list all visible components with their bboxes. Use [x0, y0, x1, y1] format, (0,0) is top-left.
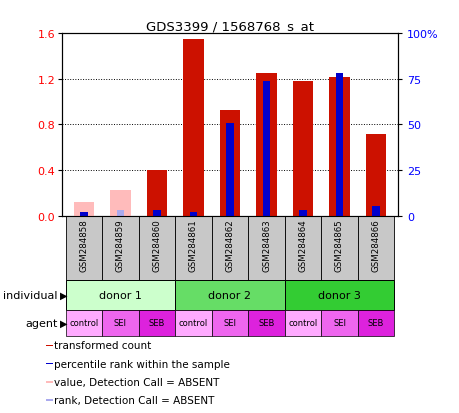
Bar — [117, 211, 124, 216]
Bar — [248, 310, 284, 337]
Bar — [292, 82, 313, 216]
Text: rank, Detection Call = ABSENT: rank, Detection Call = ABSENT — [54, 395, 214, 405]
Bar — [175, 216, 211, 280]
Text: GSM284862: GSM284862 — [225, 219, 234, 272]
Bar — [320, 310, 357, 337]
Text: GSM284858: GSM284858 — [79, 219, 88, 272]
Bar — [66, 216, 102, 280]
Bar — [102, 216, 139, 280]
Bar — [299, 211, 306, 216]
Text: GSM284866: GSM284866 — [371, 219, 380, 272]
Bar — [263, 81, 269, 216]
Bar — [175, 280, 284, 310]
Text: GSM284865: GSM284865 — [334, 219, 343, 272]
Bar — [139, 310, 175, 337]
Title: GDS3399 / 1568768_s_at: GDS3399 / 1568768_s_at — [146, 20, 313, 33]
Bar — [256, 74, 276, 216]
Bar — [46, 399, 53, 401]
Bar — [183, 40, 203, 216]
Text: SEB: SEB — [149, 319, 165, 328]
Bar — [211, 310, 248, 337]
Text: donor 1: donor 1 — [99, 290, 142, 300]
Text: ▶: ▶ — [60, 290, 67, 300]
Text: GSM284863: GSM284863 — [262, 219, 270, 272]
Bar — [175, 310, 211, 337]
Text: transformed count: transformed count — [54, 341, 151, 351]
Text: individual: individual — [3, 290, 57, 300]
Bar — [46, 381, 53, 383]
Text: SEI: SEI — [332, 319, 345, 328]
Text: control: control — [69, 319, 98, 328]
Bar — [284, 280, 393, 310]
Bar — [153, 211, 160, 216]
Text: percentile rank within the sample: percentile rank within the sample — [54, 359, 230, 369]
Text: SEB: SEB — [258, 319, 274, 328]
Bar — [335, 74, 342, 216]
Text: GSM284864: GSM284864 — [298, 219, 307, 272]
Text: GSM284860: GSM284860 — [152, 219, 161, 272]
Bar — [211, 216, 248, 280]
Bar — [66, 310, 102, 337]
Bar — [226, 123, 233, 216]
Bar — [66, 280, 175, 310]
Bar — [139, 216, 175, 280]
Text: control: control — [179, 319, 207, 328]
Bar — [320, 216, 357, 280]
Text: SEB: SEB — [367, 319, 383, 328]
Text: donor 3: donor 3 — [317, 290, 360, 300]
Text: value, Detection Call = ABSENT: value, Detection Call = ABSENT — [54, 377, 219, 387]
Bar — [365, 134, 385, 216]
Text: SEI: SEI — [223, 319, 236, 328]
Bar — [74, 202, 94, 216]
Bar — [372, 207, 379, 216]
Bar — [357, 216, 393, 280]
Bar — [248, 216, 284, 280]
Text: GSM284861: GSM284861 — [189, 219, 197, 272]
Bar — [357, 310, 393, 337]
Text: control: control — [288, 319, 317, 328]
Bar — [46, 345, 53, 347]
Bar — [284, 310, 320, 337]
Bar — [146, 171, 167, 216]
Bar — [80, 212, 87, 216]
Bar — [190, 212, 196, 216]
Bar — [102, 310, 139, 337]
Bar — [284, 216, 320, 280]
Text: ▶: ▶ — [60, 318, 67, 328]
Text: SEI: SEI — [114, 319, 127, 328]
Bar — [329, 77, 349, 216]
Text: GSM284859: GSM284859 — [116, 219, 125, 272]
Bar — [46, 363, 53, 365]
Text: donor 2: donor 2 — [208, 290, 251, 300]
Text: agent: agent — [25, 318, 57, 328]
Bar — [219, 110, 240, 216]
Bar — [110, 191, 130, 216]
